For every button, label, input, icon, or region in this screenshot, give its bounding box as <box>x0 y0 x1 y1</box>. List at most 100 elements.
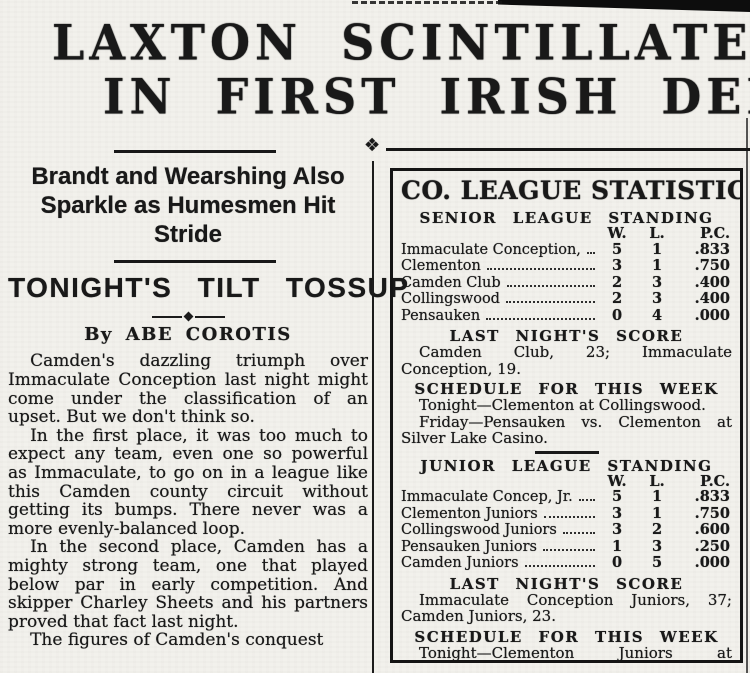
junior-schedule-item: Tonight—Clementon Juniors at Collingswoo… <box>419 643 732 662</box>
pct-value: .750 <box>694 257 730 274</box>
table-row: Immaculate Concep, Jr. 5 1 .833 <box>401 489 732 506</box>
pct-value: .400 <box>694 273 730 291</box>
team-name: Camden Juniors <box>401 555 519 571</box>
losses-value: 5 <box>651 554 663 571</box>
pct-value: .833 <box>694 240 730 258</box>
junior-standings-table: W. L. P.C. Immaculate Concep, Jr. 5 1 .8… <box>401 472 732 572</box>
dot-leader <box>543 548 595 551</box>
dot-leader <box>505 301 595 303</box>
wins-value: 5 <box>611 488 623 505</box>
stats-box-title: CO. LEAGUE STATISTICS <box>401 176 743 205</box>
main-headline: LAXTON SCINTILLATES IN FIRST IRISH DEFEA… <box>0 14 750 126</box>
team-name: Collingswood Juniors <box>401 522 557 538</box>
pct-value: .400 <box>694 290 730 307</box>
pct-column-header: P.C. <box>700 472 730 490</box>
wins-value: 5 <box>611 240 623 258</box>
team-name: Pensauken <box>401 307 481 324</box>
losses-value: 4 <box>651 306 663 324</box>
junior-standing-heading: JUNIOR LEAGUE STANDING <box>420 456 713 475</box>
article-column: Brandt and Wearshing Also Sparkle as Hum… <box>8 138 410 650</box>
divider-rule-top <box>114 150 276 153</box>
team-name: Camden Club <box>401 274 501 291</box>
dot-leader <box>506 284 595 287</box>
senior-schedule-item: Tonight—Clementon at Collingswood. <box>419 396 706 414</box>
article-paragraph: Camden's dazzling triumph over Immaculat… <box>8 351 368 428</box>
team-name: Pensauken Juniors <box>401 538 537 555</box>
senior-score-text: Camden Club, 23; Immaculate Conception, … <box>401 343 732 378</box>
deck-line-2: Sparkle as Humesmen Hit <box>40 191 336 219</box>
table-row: Clementon 3 1 .750 <box>401 258 732 275</box>
headline-line-2: IN FIRST IRISH DEFEAT <box>103 68 750 126</box>
losses-column-header: L. <box>649 225 665 242</box>
dot-leader <box>543 515 595 518</box>
wins-value: 3 <box>611 521 623 538</box>
article-paragraph: In the first place, it was too much to e… <box>8 425 368 539</box>
dot-leader <box>562 532 595 534</box>
byline: By ABE COROTIS <box>84 324 292 346</box>
wins-value: 0 <box>611 306 623 324</box>
table-header-row: W. L. P.C. <box>401 226 732 242</box>
clover-ornament-icon: ❖ <box>364 135 381 156</box>
losses-value: 1 <box>651 240 663 258</box>
wins-value: 0 <box>611 554 623 571</box>
scan-artifact-dashes <box>352 1 502 4</box>
senior-schedule-heading: SCHEDULE FOR THIS WEEK <box>414 380 719 398</box>
deck-line-3: Stride <box>153 220 222 248</box>
wins-column-header: W. <box>607 225 627 242</box>
team-name: Collingswood <box>401 291 500 307</box>
senior-schedule-item: Friday—Pensauken vs. Clementon at Silver… <box>401 412 732 447</box>
dot-leader <box>524 565 595 567</box>
dot-leader <box>578 499 595 501</box>
losses-value: 2 <box>651 521 663 538</box>
deck-line-1: Brandt and Wearshing Also <box>31 163 345 190</box>
table-row: Clementon Juniors 3 1 .750 <box>401 504 732 523</box>
wins-value: 2 <box>611 290 623 307</box>
pct-value: .250 <box>694 537 730 555</box>
wins-value: 1 <box>611 537 623 555</box>
dot-leader <box>486 268 595 270</box>
senior-score-heading: LAST NIGHT'S SCORE <box>449 327 684 345</box>
table-row: Immaculate Conception, 5 1 .833 <box>401 240 732 259</box>
rule-above-stats-box <box>386 148 750 151</box>
adjacent-column-edge-line <box>746 118 748 673</box>
table-row: Camden Juniors 0 5 .000 <box>401 555 732 572</box>
junior-score-text: Immaculate Conception Juniors, 37; Camde… <box>401 590 732 625</box>
table-row: Pensauken 0 4 .000 <box>401 306 732 325</box>
headline-line-1: LAXTON SCINTILLATES <box>52 14 750 72</box>
divider-rule-bottom <box>114 260 276 264</box>
section-divider-rule <box>534 450 599 454</box>
wins-value: 3 <box>611 504 623 522</box>
losses-value: 3 <box>651 537 663 555</box>
team-name: Immaculate Concep, Jr. <box>401 489 573 505</box>
wins-value: 2 <box>611 273 623 291</box>
league-statistics-box: CO. LEAGUE STATISTICS SENIOR LEAGUE STAN… <box>390 168 743 663</box>
senior-standing-heading: SENIOR LEAGUE STANDING <box>419 209 714 227</box>
losses-value: 3 <box>651 273 663 291</box>
deck-subheadline: Brandt and Wearshing Also Sparkle as Hum… <box>8 163 368 249</box>
junior-score-heading: LAST NIGHT'S SCORE <box>449 574 684 593</box>
scan-artifact-bar <box>498 0 750 12</box>
secondary-headline: TONIGHT'S TILT TOSSUP <box>8 272 410 304</box>
pct-value: .600 <box>694 521 730 538</box>
table-row: Collingswood Juniors 3 2 .600 <box>401 522 732 539</box>
team-name: Clementon <box>401 258 481 274</box>
team-name: Immaculate Conception, <box>401 241 581 258</box>
junior-schedule-heading: SCHEDULE FOR THIS WEEK <box>414 627 719 646</box>
losses-value: 1 <box>651 257 663 274</box>
pct-value: .750 <box>694 504 730 522</box>
losses-value: 3 <box>651 290 663 307</box>
wins-value: 3 <box>611 257 623 274</box>
column-divider-rule <box>372 161 374 673</box>
wins-column-header: W. <box>607 472 627 490</box>
ornament-line-right <box>194 315 225 318</box>
pct-value: .000 <box>694 306 730 324</box>
losses-column-header: L. <box>649 472 665 490</box>
table-row: Collingswood 2 3 .400 <box>401 291 732 308</box>
article-paragraph: The figures of Camden's conquest <box>30 630 324 651</box>
article-paragraph: In the second place, Camden has a mighty… <box>8 537 368 632</box>
diamond-icon <box>183 311 193 322</box>
pct-value: .833 <box>694 488 730 505</box>
article-body: Camden's dazzling triumph over Immaculat… <box>8 352 368 650</box>
table-header-row: W. L. P.C. <box>401 472 732 490</box>
